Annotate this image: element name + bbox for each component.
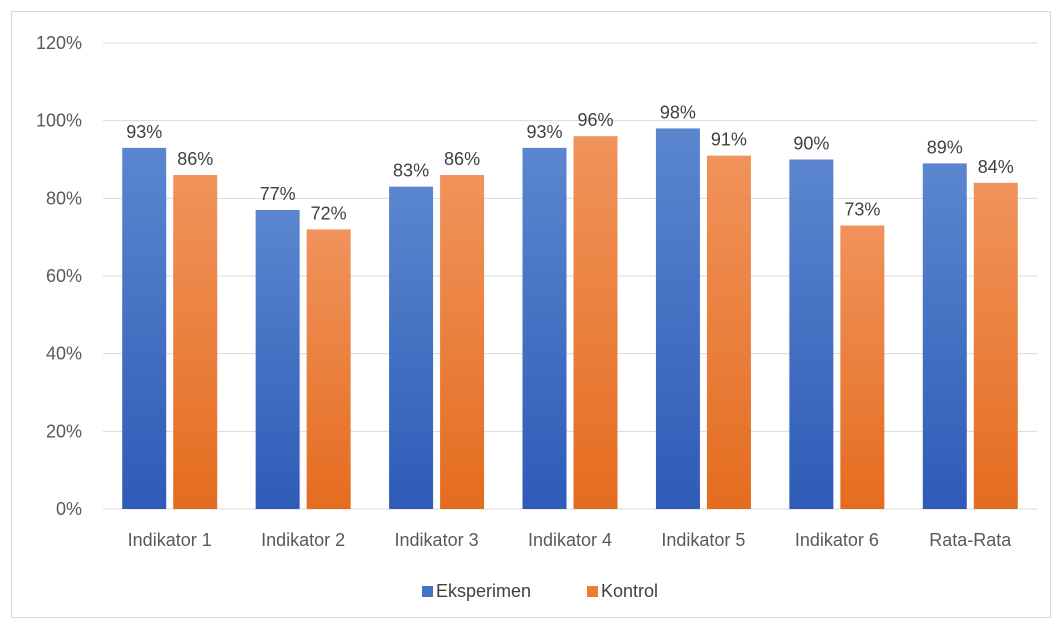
data-label: 91% <box>711 130 747 150</box>
bar-eksperimen <box>655 128 700 509</box>
y-tick-label: 60% <box>46 266 82 286</box>
x-tick-label: Indikator 4 <box>528 530 612 550</box>
x-tick-label: Indikator 2 <box>261 530 345 550</box>
data-label: 73% <box>844 200 880 220</box>
data-label: 72% <box>311 203 347 223</box>
bar-kontrol <box>573 136 618 509</box>
bar-eksperimen <box>789 159 834 509</box>
x-tick-label: Rata-Rata <box>929 530 1012 550</box>
bar-kontrol <box>173 175 218 510</box>
x-tick-label: Indikator 5 <box>661 530 745 550</box>
bar-kontrol <box>973 182 1018 510</box>
bar-eksperimen <box>522 147 567 509</box>
bar-kontrol <box>840 225 885 509</box>
bar-eksperimen <box>255 209 300 509</box>
legend-swatch-eksperimen <box>422 586 433 597</box>
bar-kontrol <box>306 229 351 509</box>
x-tick-label: Indikator 3 <box>395 530 479 550</box>
data-label: 93% <box>526 122 562 142</box>
y-tick-label: 80% <box>46 188 82 208</box>
data-label: 84% <box>978 157 1014 177</box>
x-tick-label: Indikator 1 <box>128 530 212 550</box>
y-tick-label: 100% <box>36 111 82 131</box>
legend-label-kontrol: Kontrol <box>601 581 658 601</box>
y-tick-label: 0% <box>56 499 82 519</box>
data-label: 98% <box>660 102 696 122</box>
bar-eksperimen <box>389 186 434 509</box>
bar-kontrol <box>706 155 751 509</box>
x-tick-label: Indikator 6 <box>795 530 879 550</box>
y-tick-label: 20% <box>46 421 82 441</box>
bar-eksperimen <box>922 163 967 509</box>
legend-swatch-kontrol <box>587 586 598 597</box>
bar-eksperimen <box>122 147 167 509</box>
data-label: 86% <box>444 149 480 169</box>
data-label: 89% <box>927 137 963 157</box>
data-label: 93% <box>126 122 162 142</box>
data-label: 90% <box>793 134 829 154</box>
legend-label-eksperimen: Eksperimen <box>436 581 531 601</box>
data-label: 86% <box>177 149 213 169</box>
y-tick-label: 40% <box>46 344 82 364</box>
y-tick-label: 120% <box>36 33 82 53</box>
bar-kontrol <box>440 175 485 510</box>
data-label: 77% <box>260 184 296 204</box>
data-label: 83% <box>393 161 429 181</box>
data-label: 96% <box>577 110 613 130</box>
